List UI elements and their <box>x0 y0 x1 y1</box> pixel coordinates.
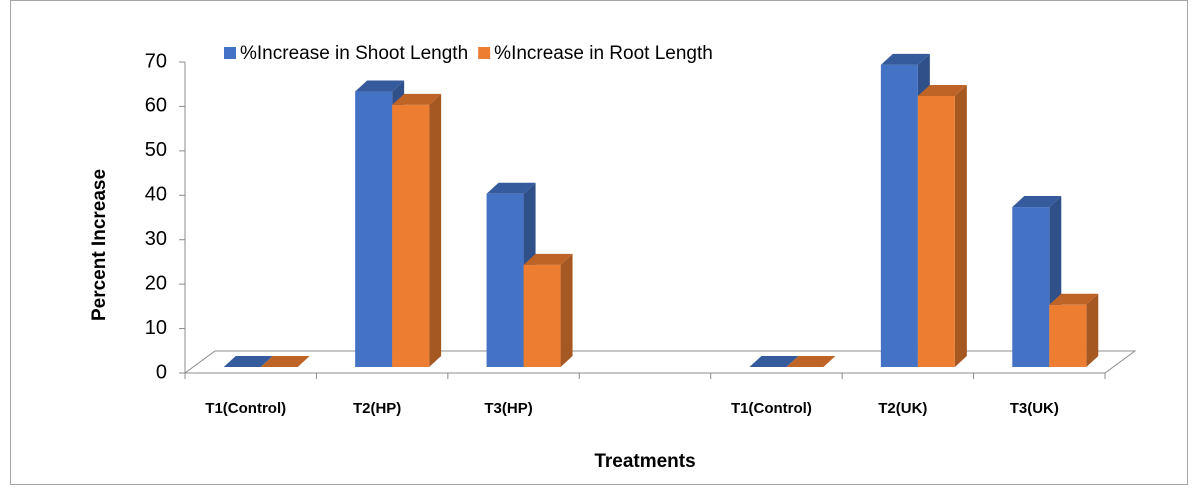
y-tick-label: 30 <box>145 228 167 250</box>
bar-top <box>355 80 405 92</box>
bar-top <box>1049 293 1099 305</box>
legend-label: %Increase in Shoot Length <box>240 43 468 64</box>
bar-top <box>392 93 442 105</box>
bar-top <box>1012 196 1062 208</box>
bar-top <box>786 356 836 367</box>
bar-top <box>880 53 930 65</box>
bar-top <box>749 356 799 367</box>
y-tick-label: 10 <box>145 317 167 339</box>
bar-top <box>523 253 573 265</box>
x-tick-label: T2(HP) <box>353 400 401 417</box>
y-tick-label: 50 <box>145 139 167 161</box>
y-tick-label: 0 <box>156 361 167 383</box>
bar-side <box>954 84 967 367</box>
bar-top <box>917 84 967 96</box>
bar <box>392 104 430 367</box>
x-tick-label: T3(HP) <box>484 400 532 417</box>
y-tick-label: 20 <box>145 272 167 294</box>
bar <box>1049 304 1087 367</box>
x-tick-label: T1(Control) <box>205 400 286 417</box>
bar <box>486 193 524 367</box>
bar <box>917 95 955 367</box>
bar-side <box>1086 293 1099 367</box>
bar-side <box>560 253 573 367</box>
x-tick-label: T2(UK) <box>878 400 927 417</box>
bar-top <box>486 182 536 194</box>
y-tick-label: 40 <box>145 184 167 206</box>
legend-label: %Increase in Root Length <box>494 43 713 64</box>
floor <box>183 350 1137 374</box>
bar <box>523 264 561 367</box>
x-tick-label: T1(Control) <box>731 400 812 417</box>
bar <box>355 91 393 368</box>
y-tick-label: 70 <box>145 50 167 72</box>
chart-frame <box>10 0 1188 485</box>
legend-swatch <box>224 47 236 59</box>
bar-top <box>223 356 273 367</box>
legend-swatch <box>478 47 491 59</box>
bar <box>1012 207 1050 367</box>
y-tick-label: 60 <box>145 95 167 117</box>
bar-side <box>429 93 442 367</box>
bar-top <box>260 356 310 367</box>
bar <box>880 64 918 367</box>
x-axis-label: Treatments <box>594 451 695 472</box>
y-axis-label: Percent Increase <box>89 169 110 321</box>
x-tick-label: T3(UK) <box>1010 400 1059 417</box>
